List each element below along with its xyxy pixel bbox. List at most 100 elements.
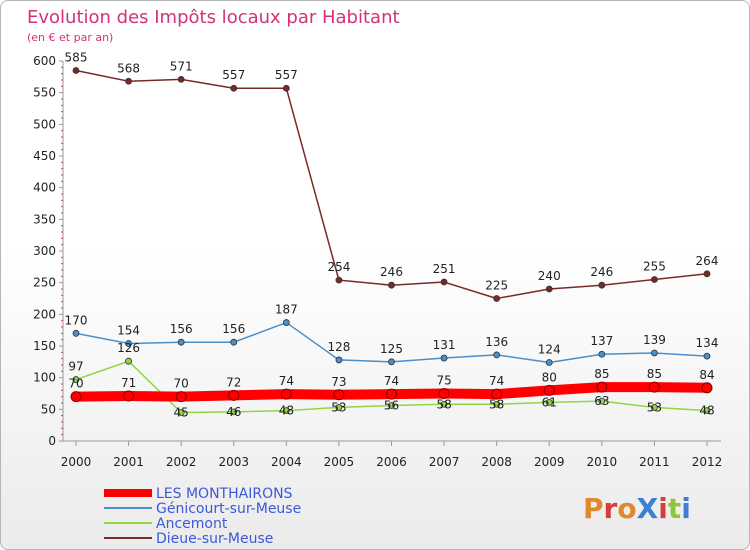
data-point: [598, 281, 606, 289]
data-label: 156: [170, 322, 193, 336]
data-label: 124: [538, 342, 561, 356]
x-tick-label: 2012: [692, 455, 723, 469]
data-point: [493, 295, 501, 302]
data-label: 73: [331, 375, 346, 389]
data-point: [72, 67, 80, 74]
data-label: 246: [380, 265, 403, 279]
data-point: [125, 77, 132, 85]
data-label: 85: [594, 367, 609, 381]
data-label: 557: [222, 68, 245, 82]
data-label: 80: [542, 370, 557, 384]
data-label: 48: [699, 404, 714, 418]
data-point: [440, 400, 448, 408]
data-point: [388, 281, 395, 289]
x-tick-label: 2009: [534, 455, 565, 469]
data-label: 557: [275, 68, 298, 82]
data-point: [493, 351, 501, 359]
x-tick-label: 2002: [166, 455, 197, 469]
data-label: 187: [275, 303, 298, 317]
data-label: 131: [433, 338, 456, 352]
data-point: [440, 278, 448, 286]
data-point: [282, 407, 290, 415]
data-point: [703, 270, 711, 278]
data-point: [72, 329, 80, 337]
data-label: 136: [485, 335, 508, 349]
chart-title: Evolution des Impôts locaux par Habitant: [27, 7, 400, 28]
data-label: 71: [121, 376, 136, 390]
data-point: [386, 388, 397, 400]
data-label: 225: [485, 279, 508, 293]
data-point: [545, 285, 553, 293]
data-label: 137: [590, 334, 613, 348]
data-point: [70, 391, 82, 403]
y-tick-label: 600: [33, 54, 56, 68]
data-point: [703, 352, 711, 360]
data-labels: 70 71 70 72 74 73 74 75 74 80 85 85 84 170 154 156 156 18…: [65, 51, 719, 420]
series-layer: [70, 67, 713, 416]
data-point: [177, 338, 185, 346]
data-point: [651, 276, 658, 283]
x-tick-label: 2007: [429, 455, 460, 469]
data-label: 264: [696, 254, 719, 268]
data-label: 251: [433, 262, 456, 276]
x-tick-label: 2008: [481, 455, 512, 469]
data-label: 45: [174, 406, 189, 420]
data-point: [228, 389, 240, 401]
data-label: 154: [117, 323, 140, 337]
data-label: 48: [279, 404, 294, 418]
data-point: [177, 75, 185, 83]
x-tick-label: 2004: [271, 455, 302, 469]
data-label: 72: [226, 375, 241, 389]
data-point: [125, 357, 132, 365]
data-point: [596, 381, 608, 393]
data-label: 571: [170, 59, 193, 73]
legend-label: Dieue-sur-Meuse: [156, 531, 273, 547]
data-label: 58: [436, 397, 451, 411]
data-point: [335, 356, 343, 364]
data-point: [545, 398, 553, 406]
data-label: 125: [380, 342, 403, 356]
data-point: [388, 402, 395, 409]
data-label: 156: [222, 322, 245, 336]
data-point: [335, 404, 343, 411]
x-tick-label: 2005: [324, 455, 355, 469]
data-point: [648, 381, 660, 393]
data-point: [335, 276, 343, 284]
data-point: [230, 408, 238, 416]
data-label: 128: [327, 340, 350, 354]
y-tick-label: 550: [33, 86, 56, 100]
data-point: [438, 388, 450, 399]
y-ticks: 0 50 100 150 200 250 300 350 400 450 500 550 600: [33, 54, 63, 448]
data-label: 568: [117, 61, 140, 75]
data-point: [72, 376, 80, 383]
legend-label: Ancemont: [156, 516, 228, 532]
data-label: 74: [489, 374, 504, 388]
x-tick-label: 2010: [587, 455, 618, 469]
data-label: 126: [117, 341, 140, 355]
y-tick-label: 200: [33, 307, 56, 321]
data-point: [651, 404, 658, 411]
proxiti-logo: ProXiti: [583, 492, 691, 525]
data-point: [543, 384, 555, 396]
data-point: [651, 349, 658, 357]
data-point: [230, 338, 238, 346]
data-label: 56: [384, 399, 399, 413]
data-label: 134: [696, 336, 719, 350]
y-tick-label: 400: [33, 181, 56, 195]
y-tick-label: 350: [33, 212, 56, 226]
data-label: 58: [489, 397, 504, 411]
y-tick-label: 0: [48, 434, 56, 448]
legend-label: Génicourt-sur-Meuse: [156, 501, 301, 517]
data-point: [282, 319, 290, 326]
data-label: 139: [643, 333, 666, 347]
data-point: [703, 407, 711, 415]
data-label: 61: [542, 395, 557, 409]
legend-label: LES MONTHAIRONS: [156, 486, 293, 502]
data-label: 63: [594, 394, 609, 408]
y-tick-label: 250: [33, 276, 56, 290]
x-tick-label: 2001: [113, 455, 144, 469]
data-label: 85: [647, 367, 662, 381]
x-tick-label: 2011: [639, 455, 670, 469]
